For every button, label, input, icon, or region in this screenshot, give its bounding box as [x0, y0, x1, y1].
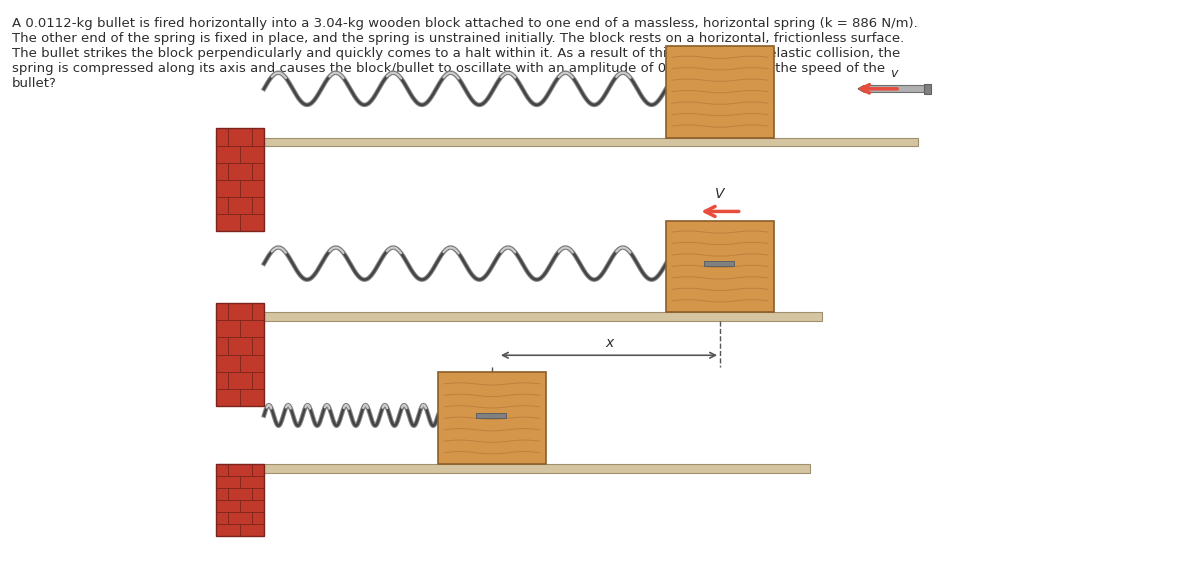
Bar — [216, 303, 264, 406]
Bar — [666, 46, 774, 138]
Bar — [216, 464, 810, 473]
Polygon shape — [858, 85, 864, 92]
Bar — [475, 413, 506, 418]
Bar — [216, 128, 264, 231]
Text: x: x — [605, 336, 613, 350]
Text: A 0.0112-kg bullet is fired horizontally into a 3.04-kg wooden block attached to: A 0.0112-kg bullet is fired horizontally… — [12, 17, 918, 90]
Bar — [666, 221, 774, 312]
Bar — [216, 138, 918, 146]
Text: v: v — [890, 68, 898, 80]
Bar — [864, 85, 924, 92]
Bar — [438, 372, 546, 464]
Bar — [704, 261, 734, 266]
Text: V: V — [715, 187, 725, 201]
Bar — [216, 464, 264, 536]
Bar — [924, 84, 931, 94]
Bar — [216, 312, 822, 321]
